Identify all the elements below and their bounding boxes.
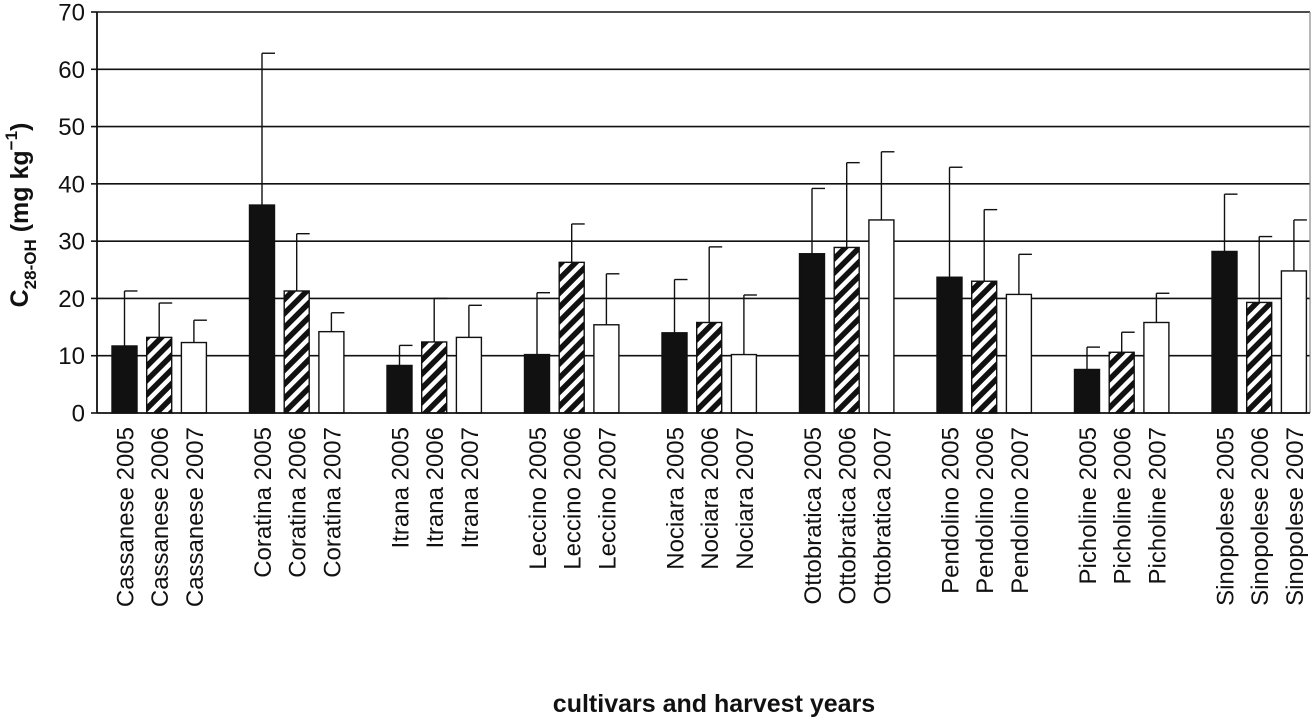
bar-2007 [455,336,483,414]
bar-2006 [971,280,998,414]
bar-2005 [1073,368,1101,414]
bar-2005 [523,353,551,414]
y-tick-label: 0 [72,401,85,428]
category-label: Pendolino 2006 [972,427,999,594]
bar-2005 [386,364,413,414]
bar-2005 [1211,250,1238,414]
category-label: Pendolino 2007 [1007,427,1034,594]
category-label: Nociara 2006 [697,427,724,570]
bar-2005 [936,276,963,414]
category-label: Coratina 2006 [285,427,312,578]
y-tick-label: 70 [58,0,85,27]
bar-2005 [111,345,138,414]
y-axis-title-sub: 28-OH [21,239,40,289]
bar-2007 [593,324,620,414]
y-tick-label: 50 [58,114,85,141]
bar-2006 [696,321,723,414]
bar-2007 [1143,321,1170,414]
category-label: Pendolino 2005 [938,427,965,594]
bar-2006 [421,341,448,414]
category-label: Picholine 2006 [1110,427,1137,584]
category-label: Nociara 2005 [663,427,690,570]
bar-2007 [318,330,345,414]
bar-2006 [1245,301,1273,414]
category-label: Sinopolese 2007 [1282,427,1309,606]
bar-2006 [833,246,860,414]
category-label: Coratina 2007 [319,427,346,578]
bar-2006 [1108,351,1135,414]
bar-2007 [868,219,895,414]
category-label: Cassanese 2005 [113,427,140,607]
y-axis-title-unit-suffix: ) [6,123,34,131]
category-label: Cassanese 2007 [182,427,209,607]
bar-2006 [558,261,585,414]
bar-2005 [661,332,688,414]
bar-2006 [145,336,173,414]
category-label: Cassanese 2006 [147,427,174,607]
bar-2007 [180,341,208,414]
category-label: Ottobratica 2005 [800,427,827,604]
y-axis-title: C28-OH (mg kg−1) [2,123,40,308]
bar-2007 [730,353,758,414]
category-label: Picholine 2007 [1144,427,1171,584]
axes: 0 10 20 30 40 50 60 70 Cassanese 2005 Cassanese 2… [58,0,1311,607]
category-label: Itrana 2007 [457,427,484,548]
bars [111,52,1308,414]
bar-2007 [1005,293,1033,414]
category-label: Nociara 2007 [732,427,759,570]
category-label: Sinopolese 2005 [1213,427,1240,606]
y-tick-label: 20 [58,286,85,313]
category-label: Sinopolese 2006 [1247,427,1274,606]
bar-2005 [798,253,826,414]
y-axis-title-sup: −1 [2,131,21,150]
category-label: Leccino 2005 [525,427,552,570]
category-label: Picholine 2005 [1075,427,1102,584]
bar-2006 [283,290,310,414]
y-tick-label: 60 [58,57,85,84]
category-label: Coratina 2005 [250,427,277,578]
y-axis-title-unit-prefix: (mg kg [6,150,34,239]
category-label: Leccino 2006 [560,427,587,570]
category-label: Leccino 2007 [594,427,621,570]
category-label: Ottobratica 2006 [835,427,862,604]
category-label: Ottobratica 2007 [869,427,896,604]
category-label: Itrana 2006 [422,427,449,548]
category-label: Itrana 2005 [388,427,415,548]
bar-2007 [1280,270,1308,414]
y-tick-label: 40 [58,171,85,198]
labels: C28-OH (mg kg−1) cultivars and harvest y… [2,123,875,718]
y-tick-label: 30 [58,229,85,256]
y-axis-title-main: C [6,289,34,307]
gridlines [97,11,1310,357]
y-tick-label: 10 [58,343,85,370]
bar-2005 [248,204,276,414]
x-axis-title: cultivars and harvest years [553,690,875,718]
